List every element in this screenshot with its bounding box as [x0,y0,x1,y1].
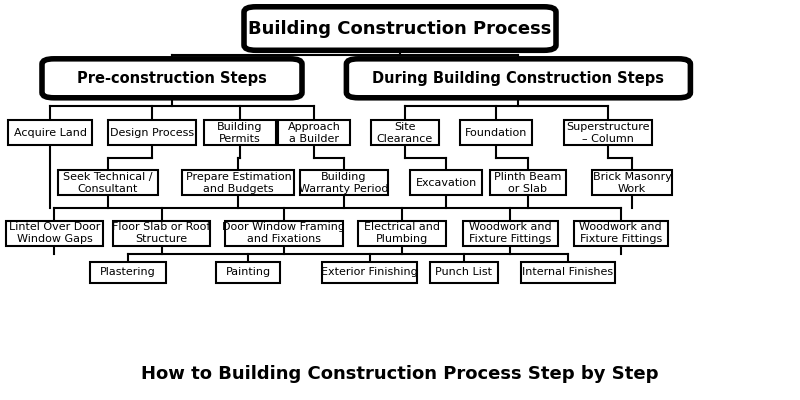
Text: How to Building Construction Process Step by Step: How to Building Construction Process Ste… [142,365,658,383]
Text: Design Process: Design Process [110,128,194,138]
Text: Woodwork and
Fixture Fittings: Woodwork and Fixture Fittings [469,222,552,244]
Text: Pre-construction Steps: Pre-construction Steps [77,71,267,86]
Text: Excavation: Excavation [416,178,477,188]
FancyBboxPatch shape [430,262,498,282]
Text: Electrical and
Plumbing: Electrical and Plumbing [363,222,440,244]
Text: Foundation: Foundation [465,128,527,138]
Text: Door Window Framing
and Fixations: Door Window Framing and Fixations [222,222,346,244]
Text: Prepare Estimation
and Budgets: Prepare Estimation and Budgets [186,172,291,194]
Text: Site
Clearance: Site Clearance [377,122,433,144]
FancyBboxPatch shape [592,170,672,195]
Text: During Building Construction Steps: During Building Construction Steps [372,71,664,86]
Text: Punch List: Punch List [435,267,493,277]
FancyBboxPatch shape [521,262,615,282]
FancyBboxPatch shape [9,120,92,146]
FancyBboxPatch shape [300,170,388,195]
FancyBboxPatch shape [58,170,158,195]
FancyBboxPatch shape [90,262,166,282]
FancyBboxPatch shape [244,7,556,50]
FancyBboxPatch shape [564,120,652,146]
FancyBboxPatch shape [6,221,103,246]
Text: Floor Slab or Roof
Structure: Floor Slab or Roof Structure [113,222,210,244]
FancyBboxPatch shape [490,170,566,195]
FancyBboxPatch shape [204,120,276,146]
FancyBboxPatch shape [108,120,196,146]
Text: Plastering: Plastering [100,267,156,277]
FancyBboxPatch shape [113,221,210,246]
FancyBboxPatch shape [358,221,446,246]
Text: Building
Permits: Building Permits [218,122,262,144]
Text: Painting: Painting [226,267,270,277]
FancyBboxPatch shape [322,262,417,282]
FancyBboxPatch shape [574,221,668,246]
FancyBboxPatch shape [216,262,280,282]
FancyBboxPatch shape [460,120,532,146]
FancyBboxPatch shape [463,221,558,246]
FancyBboxPatch shape [42,59,302,98]
Text: Acquire Land: Acquire Land [14,128,87,138]
Text: Woodwork and
Fixture Fittings: Woodwork and Fixture Fittings [579,222,662,244]
FancyBboxPatch shape [346,59,690,98]
FancyBboxPatch shape [410,170,482,195]
Text: Plinth Beam
or Slab: Plinth Beam or Slab [494,172,562,194]
Text: Superstructure
– Column: Superstructure – Column [566,122,650,144]
FancyBboxPatch shape [225,221,343,246]
Text: Internal Finishes: Internal Finishes [522,267,614,277]
Text: Exterior Finishing: Exterior Finishing [322,267,418,277]
Text: Lintel Over Door
Window Gaps: Lintel Over Door Window Gaps [9,222,100,244]
Text: Approach
a Builder: Approach a Builder [288,122,341,144]
Text: Brick Masonry
Work: Brick Masonry Work [593,172,671,194]
Text: Building Construction Process: Building Construction Process [248,20,552,38]
FancyBboxPatch shape [182,170,294,195]
FancyBboxPatch shape [278,120,350,146]
FancyBboxPatch shape [371,120,438,146]
Text: Seek Technical /
Consultant: Seek Technical / Consultant [63,172,153,194]
Text: Building
Warranty Period: Building Warranty Period [299,172,389,194]
